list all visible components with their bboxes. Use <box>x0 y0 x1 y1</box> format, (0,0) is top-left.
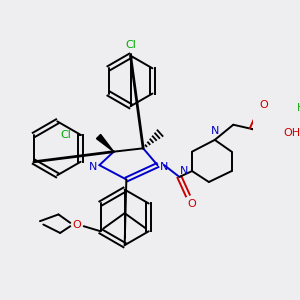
Text: N: N <box>179 166 188 176</box>
Text: N: N <box>88 162 97 172</box>
Text: O: O <box>73 220 81 230</box>
Text: OH: OH <box>284 128 300 138</box>
Text: Cl: Cl <box>60 130 71 140</box>
Text: O: O <box>259 100 268 110</box>
Polygon shape <box>97 134 114 152</box>
Text: Cl: Cl <box>125 40 136 50</box>
Text: N: N <box>160 162 168 172</box>
Text: N: N <box>211 127 219 136</box>
Text: O: O <box>188 199 197 209</box>
Text: H: H <box>296 103 300 113</box>
